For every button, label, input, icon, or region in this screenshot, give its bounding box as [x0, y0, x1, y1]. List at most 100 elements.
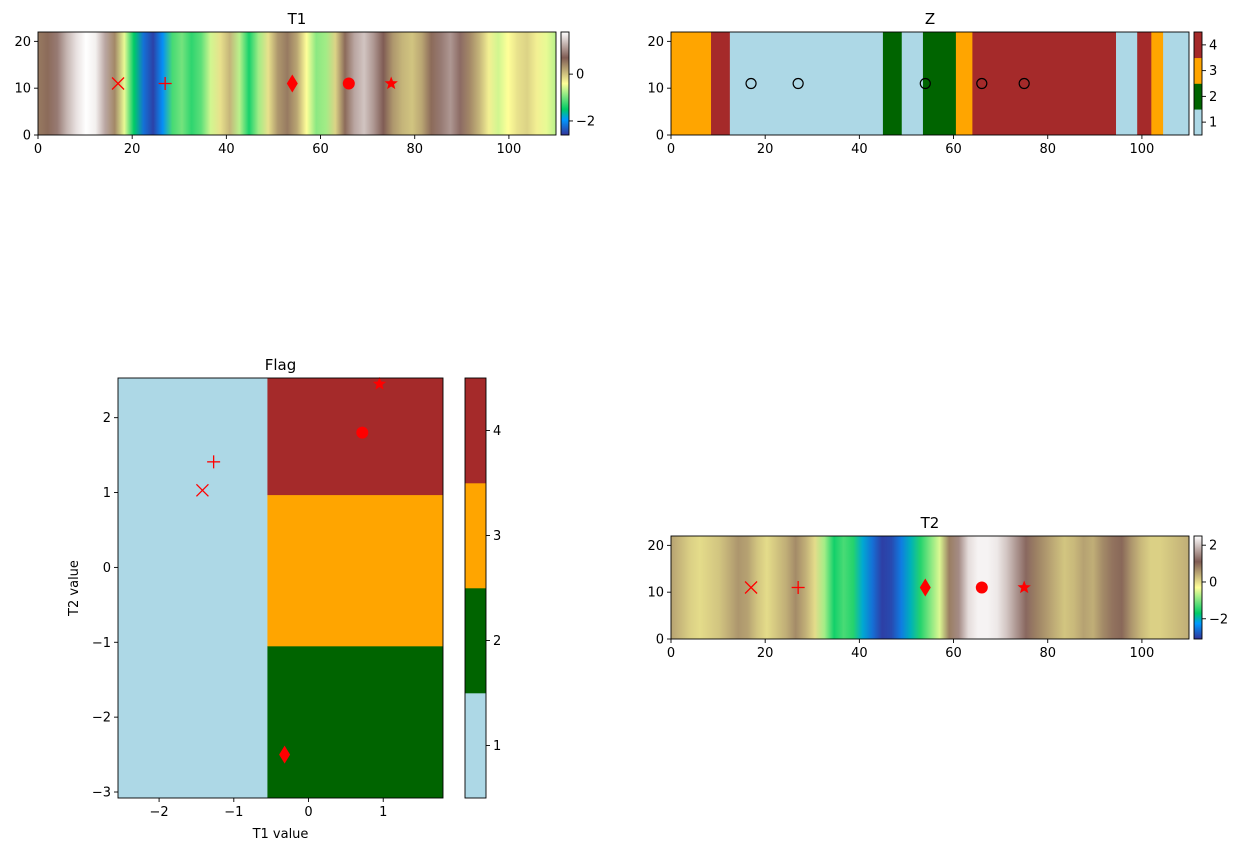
z-marker-2	[919, 77, 931, 90]
t1-ytick-label-2: 20	[14, 35, 31, 50]
z-segment-3	[882, 32, 903, 135]
t1-colorbar-fill	[561, 32, 569, 135]
z-marker-3	[976, 77, 988, 90]
t1-title: T1	[287, 10, 307, 28]
t1-xtick-label-1: 20	[124, 142, 141, 157]
t1-xtick-label-2: 40	[218, 142, 235, 157]
flag-xtick-label-2: 0	[304, 805, 312, 820]
flag-ytick-label-5: 2	[103, 411, 111, 426]
flag-ytick-label-1: −2	[92, 711, 111, 726]
z-ytick-label-1: 10	[647, 82, 664, 97]
z-segment-7	[972, 32, 1117, 135]
z-colorbar-level-2	[1194, 57, 1202, 84]
t1-panel: 0 20 40 60 80 100 0 10 20 T1 −2 0	[14, 10, 595, 157]
z-plot-area	[671, 32, 1189, 135]
flag-colorbar-tick-label-0: 1	[493, 739, 501, 754]
z-colorbar-tick-label-1: 2	[1209, 90, 1217, 105]
flag-marker-0	[195, 483, 209, 497]
t2-marker-1	[791, 581, 805, 594]
flag-plot-area	[118, 378, 443, 798]
flag-colorbar-level-2	[465, 483, 486, 589]
flag-ytick-label-0: −3	[92, 786, 111, 801]
z-xtick-label-3: 60	[945, 142, 962, 157]
flag-xtick-label-1: −1	[224, 805, 243, 820]
z-colorbar-level-1	[1194, 83, 1202, 110]
t1-markers	[111, 74, 398, 93]
z-colorbar-level-0	[1194, 109, 1202, 136]
z-colorbar: 1 2 3 4	[1193, 31, 1217, 136]
flag-marker-2	[279, 745, 291, 764]
t2-xtick-label-5: 100	[1129, 646, 1154, 661]
t1-xtick-label-3: 60	[312, 142, 329, 157]
flag-region-2	[267, 494, 443, 647]
t2-colorbar: −2 0 2	[1193, 535, 1228, 640]
t1-marker-3	[342, 77, 355, 90]
t2-colorbar-fill	[1194, 536, 1202, 639]
flag-colorbar-tick-label-2: 3	[493, 529, 501, 544]
z-colorbar-frame	[1193, 31, 1203, 136]
z-segment-6	[955, 32, 973, 135]
t1-xtick-label-0: 0	[34, 142, 42, 157]
t2-colorbar-tick-label-1: 0	[1209, 575, 1217, 590]
z-segment-2	[729, 32, 884, 135]
flag-xtick-label-0: −2	[150, 805, 169, 820]
z-colorbar-tick-label-3: 4	[1209, 38, 1217, 53]
flag-region-1	[267, 646, 443, 798]
t2-frame	[670, 535, 1190, 640]
flag-colorbar: 1 2 3 4	[464, 377, 501, 799]
t1-colorbar-frame	[560, 31, 570, 136]
z-segment-11	[1163, 32, 1189, 135]
t2-marker-2	[919, 578, 931, 597]
flag-xtick-label-3: 1	[379, 805, 387, 820]
z-segment-1	[711, 32, 731, 135]
t2-title: T2	[920, 514, 940, 532]
t2-ytick-label-2: 20	[647, 539, 664, 554]
t2-xtick-label-4: 80	[1039, 646, 1056, 661]
t1-ytick-label-1: 10	[14, 82, 31, 97]
z-xtick-label-5: 100	[1129, 142, 1154, 157]
t2-xtick-label-1: 20	[757, 646, 774, 661]
z-ytick-label-0: 0	[656, 129, 664, 144]
t2-marker-0	[744, 581, 758, 594]
flag-marker-4	[372, 376, 387, 390]
z-colorbar-tick-label-0: 1	[1209, 116, 1217, 131]
flag-colorbar-tick-label-3: 4	[493, 424, 501, 439]
z-colorbar-tick-label-2: 3	[1209, 64, 1217, 79]
t2-markers	[744, 578, 1031, 597]
z-panel: 0 20 40 60 80 100 0 10 20 Z 1 2 3 4	[647, 10, 1217, 157]
z-title: Z	[925, 10, 935, 28]
z-xtick-label-0: 0	[667, 142, 675, 157]
flag-ytick-label-3: 0	[103, 561, 111, 576]
flag-ylabel: T2 value	[67, 560, 82, 617]
flag-title: Flag	[265, 356, 297, 374]
t2-panel: 0 20 40 60 80 100 0 10 20 T2 −2 0 2	[647, 514, 1228, 661]
z-segment-0	[671, 32, 712, 135]
flag-markers	[195, 376, 387, 764]
z-xtick-label-2: 40	[851, 142, 868, 157]
z-segment-4	[901, 32, 924, 135]
flag-region-3	[267, 378, 443, 496]
t2-colorbar-tick-label-0: −2	[1209, 612, 1228, 627]
z-markers	[745, 77, 1030, 90]
t1-ytick-label-0: 0	[23, 129, 31, 144]
t1-marker-1	[158, 77, 172, 90]
flag-colorbar-level-3	[465, 378, 486, 484]
z-colorbar-level-3	[1194, 32, 1202, 59]
z-segment-9	[1137, 32, 1152, 135]
flag-ytick-label-2: −1	[92, 636, 111, 651]
z-segment-10	[1151, 32, 1164, 135]
z-marker-4	[1018, 77, 1030, 90]
t1-marker-2	[286, 74, 298, 93]
t1-marker-0	[111, 77, 125, 90]
flag-frame	[117, 377, 444, 799]
t1-frame	[37, 31, 557, 136]
t1-marker-4	[384, 76, 398, 90]
z-segment-8	[1116, 32, 1138, 135]
t1-colorbar-tick-label-1: 0	[576, 68, 584, 83]
flag-colorbar-frame	[464, 377, 487, 799]
z-marker-1	[792, 77, 804, 90]
z-xtick-label-1: 20	[757, 142, 774, 157]
t1-colorbar-tick-label-0: −2	[576, 114, 595, 129]
t2-xtick-label-2: 40	[851, 646, 868, 661]
t2-ytick-label-0: 0	[656, 633, 664, 648]
